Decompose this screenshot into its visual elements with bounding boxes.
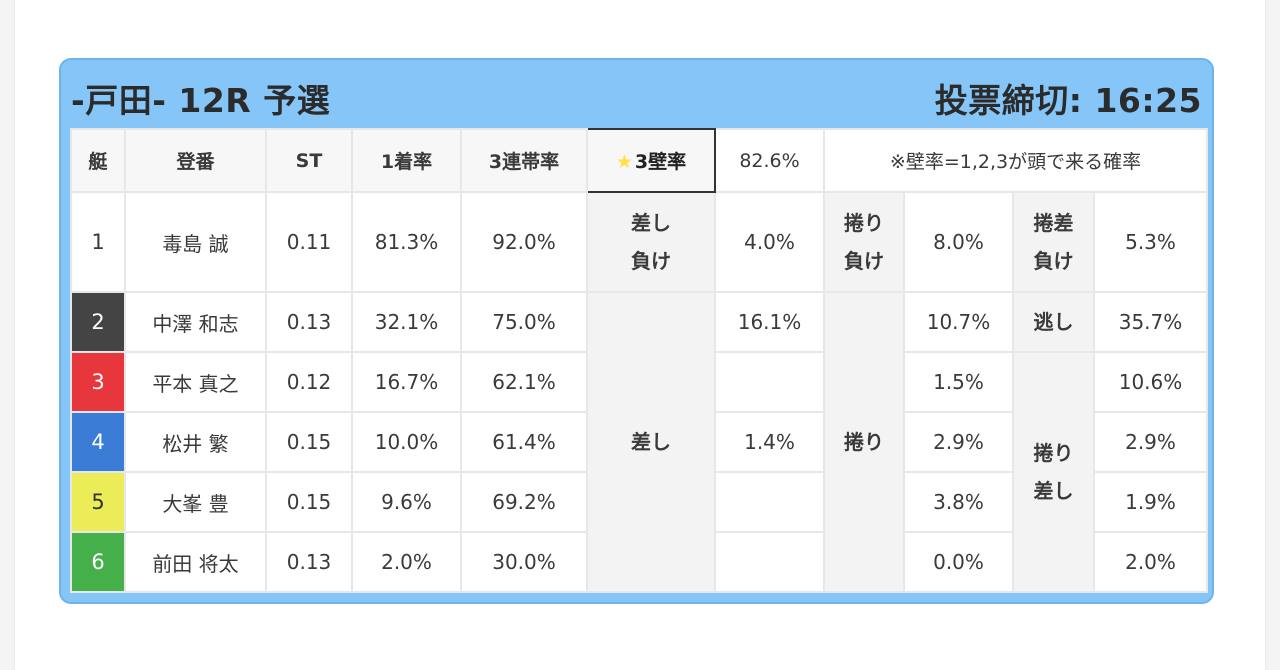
table-header-row: 艇 登番 ST 1着率 3連帯率 ★ 3壁率 82.6% ※壁率=1,2,3が頭で… bbox=[70, 128, 1208, 193]
first-rate: 32.1% bbox=[351, 291, 462, 353]
col-header-st: ST bbox=[265, 128, 353, 193]
makuri-value: 0.0% bbox=[903, 531, 1014, 593]
label-line1: 捲り bbox=[1033, 441, 1074, 465]
makuri-make-label: 捲り 負け bbox=[823, 191, 905, 293]
label-line2: 負け bbox=[844, 249, 884, 273]
makuri-label: 捲り bbox=[823, 291, 905, 593]
racer-name: 毒島 誠 bbox=[124, 191, 267, 293]
start-timing: 0.15 bbox=[265, 411, 353, 473]
table-row: 1 毒島 誠 0.11 81.3% 92.0% 差し負け 4.0% 捲り負け 8… bbox=[70, 191, 1208, 293]
top3-rate: 30.0% bbox=[460, 531, 588, 593]
racer-name: 中澤 和志 bbox=[124, 291, 267, 353]
start-timing: 0.11 bbox=[265, 191, 353, 293]
start-timing: 0.13 bbox=[265, 291, 353, 353]
table-row: 4 松井 繁 0.15 10.0% 61.4% 1.4% 2.9% 2.9% bbox=[70, 411, 1208, 473]
nige-label: 逃し bbox=[1012, 291, 1095, 353]
label-line2: 差し bbox=[1033, 479, 1074, 503]
label-line2: 負け bbox=[631, 249, 671, 273]
makuri-make-value: 8.0% bbox=[903, 191, 1014, 293]
start-timing: 0.13 bbox=[265, 531, 353, 593]
label-line1: 捲差 bbox=[1033, 211, 1074, 235]
table-row: 2 中澤 和志 0.13 32.1% 75.0% 差し 16.1% 捲り 10.… bbox=[70, 291, 1208, 593]
lane-number: 1 bbox=[70, 191, 126, 293]
racer-name: 大峯 豊 bbox=[124, 471, 267, 533]
sashi-value-empty bbox=[714, 471, 825, 533]
label-line2: 負け bbox=[1033, 249, 1074, 273]
col-header-wall-rate: ★ 3壁率 bbox=[586, 128, 716, 193]
label-line1: 捲り bbox=[844, 211, 884, 235]
nige-value: 35.7% bbox=[1093, 291, 1208, 353]
right-edge bbox=[1265, 0, 1280, 670]
sashi-value-empty bbox=[714, 351, 825, 413]
racer-name: 松井 繁 bbox=[124, 411, 267, 473]
table-row: 3 平本 真之 0.12 16.7% 62.1% 1.5% 捲り差し 10.6% bbox=[70, 351, 1208, 593]
makurizashi-value: 10.6% bbox=[1093, 351, 1208, 413]
col-header-first-rate: 1着率 bbox=[351, 128, 462, 193]
top3-rate: 92.0% bbox=[460, 191, 588, 293]
col-header-top3-rate: 3連帯率 bbox=[460, 128, 588, 193]
race-card: -戸田- 12R 予選 投票締切: 16:25 艇 登番 ST 1着率 3連帯率… bbox=[59, 58, 1214, 604]
lane-number: 4 bbox=[70, 411, 126, 473]
lane-number: 3 bbox=[70, 351, 126, 413]
wall-rate-note: ※壁率=1,2,3が頭で来る確率 bbox=[823, 128, 1208, 193]
sashi-label: 差し bbox=[586, 291, 716, 593]
start-timing: 0.15 bbox=[265, 471, 353, 533]
sashi-make-value: 4.0% bbox=[714, 191, 825, 293]
makuri-value: 1.5% bbox=[903, 351, 1014, 413]
first-rate: 81.3% bbox=[351, 191, 462, 293]
makurizashi-value: 2.9% bbox=[1093, 411, 1208, 473]
star-icon: ★ bbox=[615, 151, 633, 173]
race-title: -戸田- 12R 予選 bbox=[71, 81, 331, 120]
sashi-value: 16.1% bbox=[714, 291, 825, 353]
col-header-lane: 艇 bbox=[70, 128, 126, 193]
makuri-value: 2.9% bbox=[903, 411, 1014, 473]
race-stats-table: 艇 登番 ST 1着率 3連帯率 ★ 3壁率 82.6% ※壁率=1,2,3が頭で… bbox=[70, 128, 1208, 593]
makurizashi-make-label: 捲差 負け bbox=[1012, 191, 1095, 293]
top3-rate: 69.2% bbox=[460, 471, 588, 533]
sashi-value-empty bbox=[714, 531, 825, 593]
makuri-value: 10.7% bbox=[903, 291, 1014, 353]
wall-rate-value: 82.6% bbox=[714, 128, 825, 193]
lane-number: 2 bbox=[70, 291, 126, 353]
sashi-value: 1.4% bbox=[714, 411, 825, 473]
sashi-make-label: 差し 負け bbox=[586, 191, 716, 293]
top3-rate: 61.4% bbox=[460, 411, 588, 473]
makurizashi-value: 1.9% bbox=[1093, 471, 1208, 533]
left-edge bbox=[0, 0, 15, 670]
makurizashi-make-value: 5.3% bbox=[1093, 191, 1208, 293]
makuri-value: 3.8% bbox=[903, 471, 1014, 533]
race-header: -戸田- 12R 予選 投票締切: 16:25 bbox=[71, 74, 1202, 122]
lane-number: 6 bbox=[70, 531, 126, 593]
racer-name: 前田 将太 bbox=[124, 531, 267, 593]
first-rate: 2.0% bbox=[351, 531, 462, 593]
table-row: 5 大峯 豊 0.15 9.6% 69.2% 3.8% 1.9% bbox=[70, 471, 1208, 533]
top3-rate: 62.1% bbox=[460, 351, 588, 413]
first-rate: 10.0% bbox=[351, 411, 462, 473]
first-rate: 9.6% bbox=[351, 471, 462, 533]
col-header-name: 登番 bbox=[124, 128, 267, 193]
label-line1: 差し bbox=[631, 211, 671, 235]
lane-number: 5 bbox=[70, 471, 126, 533]
makurizashi-value: 2.0% bbox=[1093, 531, 1208, 593]
first-rate: 16.7% bbox=[351, 351, 462, 413]
makurizashi-label: 捲り 差し bbox=[1012, 351, 1095, 593]
start-timing: 0.12 bbox=[265, 351, 353, 413]
vote-deadline: 投票締切: 16:25 bbox=[934, 81, 1202, 120]
top3-rate: 75.0% bbox=[460, 291, 588, 353]
table-row: 6 前田 将太 0.13 2.0% 30.0% 0.0% 2.0% bbox=[70, 531, 1208, 593]
wall-rate-label: 3壁率 bbox=[634, 151, 687, 173]
racer-name: 平本 真之 bbox=[124, 351, 267, 413]
